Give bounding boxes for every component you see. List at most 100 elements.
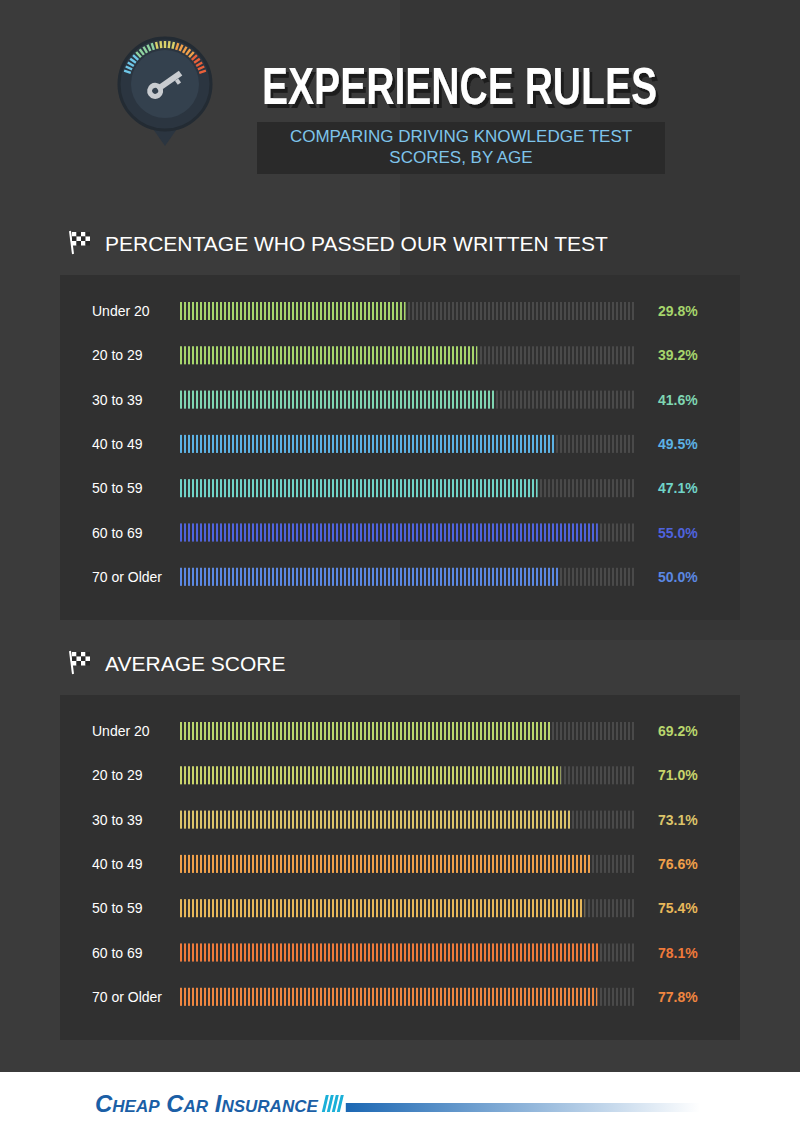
value-label: 55.0% <box>658 525 698 541</box>
infographic: EXPERIENCE RULES COMPARING DRIVING KNOWLE… <box>0 0 800 1135</box>
value-label: 76.6% <box>658 856 698 872</box>
category-label: 70 or Older <box>92 569 162 585</box>
bar <box>178 479 538 497</box>
bars <box>178 722 636 1006</box>
flag-square <box>77 661 82 666</box>
gauge-tick <box>180 45 183 51</box>
value-label: 39.2% <box>658 347 698 363</box>
category-label: Under 20 <box>92 303 150 319</box>
value-label: 29.8% <box>658 303 698 319</box>
bar-track <box>178 435 636 453</box>
flag-square <box>77 657 82 662</box>
key <box>144 67 185 102</box>
bar <box>178 811 572 829</box>
gauge-face <box>119 38 211 130</box>
flag-square <box>81 652 86 657</box>
gauge-tick <box>199 71 206 73</box>
bar-track <box>178 524 636 542</box>
flag-square <box>72 232 77 237</box>
flag-square <box>86 657 91 662</box>
gauge-tick <box>152 43 154 50</box>
main-title: EXPERIENCE RULES <box>262 57 657 115</box>
subtitle-line: COMPARING DRIVING KNOWLEDGE TEST <box>290 127 632 146</box>
bar-track <box>178 988 636 1006</box>
value-label: 41.6% <box>658 392 698 408</box>
gauge-tick <box>168 41 171 48</box>
bar-track <box>178 811 636 829</box>
bar-track <box>178 391 636 409</box>
chart-panel <box>60 695 740 1040</box>
bar-track <box>178 944 636 962</box>
gauge-tick <box>164 41 166 48</box>
value-label: 75.4% <box>658 900 698 916</box>
gauge-tick <box>126 67 132 70</box>
bar-track <box>178 855 636 873</box>
flag-square <box>86 241 91 246</box>
labels: Under 2069.2%20 to 2971.0%30 to 3973.1%4… <box>92 723 698 1005</box>
flag-square <box>77 232 82 237</box>
flag-square <box>72 241 77 246</box>
gauge-tick <box>189 52 194 57</box>
labels: Under 2029.8%20 to 2939.2%30 to 3941.6%4… <box>92 303 698 585</box>
bar <box>178 346 477 364</box>
gauge-tick <box>148 45 151 51</box>
bar <box>178 944 599 962</box>
flag-square <box>86 661 91 666</box>
flag-square <box>77 241 82 246</box>
bar <box>178 524 598 542</box>
footer-brand: Cheap Car Insurance <box>95 1090 318 1117</box>
flag-square <box>86 652 91 657</box>
gauge-tick <box>196 63 202 67</box>
gauge-tick <box>144 47 148 53</box>
category-label: 20 to 29 <box>92 767 143 783</box>
gauge-tick <box>172 42 173 49</box>
subtitle: COMPARING DRIVING KNOWLEDGE TESTSCORES, … <box>290 127 632 167</box>
gauge-tick <box>192 55 197 60</box>
footer-swoosh <box>346 1103 700 1112</box>
bar <box>178 722 551 740</box>
value-label: 49.5% <box>658 436 698 452</box>
bar-track <box>178 302 636 320</box>
gauge-tick <box>183 47 187 53</box>
flag-square <box>81 657 86 662</box>
flag-square <box>81 237 86 242</box>
gauge-globe <box>131 50 199 118</box>
value-label: 71.0% <box>658 767 698 783</box>
gauge-tick <box>159 41 162 48</box>
flag-square <box>77 652 82 657</box>
chart-title: PERCENTAGE WHO PASSED OUR WRITTEN TEST <box>105 232 608 255</box>
category-label: 20 to 29 <box>92 347 143 363</box>
flag-square <box>86 232 91 237</box>
gauge-tick <box>130 59 136 63</box>
bar <box>178 988 597 1006</box>
bar-track <box>178 479 636 497</box>
bar-track <box>178 766 636 784</box>
chart: PERCENTAGE WHO PASSED OUR WRITTEN TEST Un… <box>60 231 740 620</box>
background <box>0 0 800 1135</box>
gauge-tick <box>156 42 157 49</box>
gauge-tick <box>176 43 178 50</box>
flag-square <box>72 652 77 657</box>
value-label: 73.1% <box>658 812 698 828</box>
key-blade <box>159 71 182 90</box>
flag-square <box>81 241 86 246</box>
key-hole <box>151 87 159 95</box>
page-root: EXPERIENCE RULES COMPARING DRIVING KNOWLE… <box>0 0 800 1135</box>
gauge-tick <box>198 67 204 70</box>
bars <box>178 302 636 586</box>
flag-icon <box>70 651 90 674</box>
footer-band <box>0 1072 800 1135</box>
category-label: 30 to 39 <box>92 812 143 828</box>
flag-square <box>86 237 91 242</box>
flag-square <box>72 657 77 662</box>
gauge-tick <box>186 49 190 55</box>
flag-square <box>81 661 86 666</box>
chart-panel <box>60 275 740 620</box>
bar <box>178 855 591 873</box>
bar-track <box>178 722 636 740</box>
gauge-icon <box>119 38 211 146</box>
bar <box>178 302 405 320</box>
flag-square <box>72 237 77 242</box>
bar <box>178 435 556 453</box>
footer-stripe <box>337 1095 344 1112</box>
